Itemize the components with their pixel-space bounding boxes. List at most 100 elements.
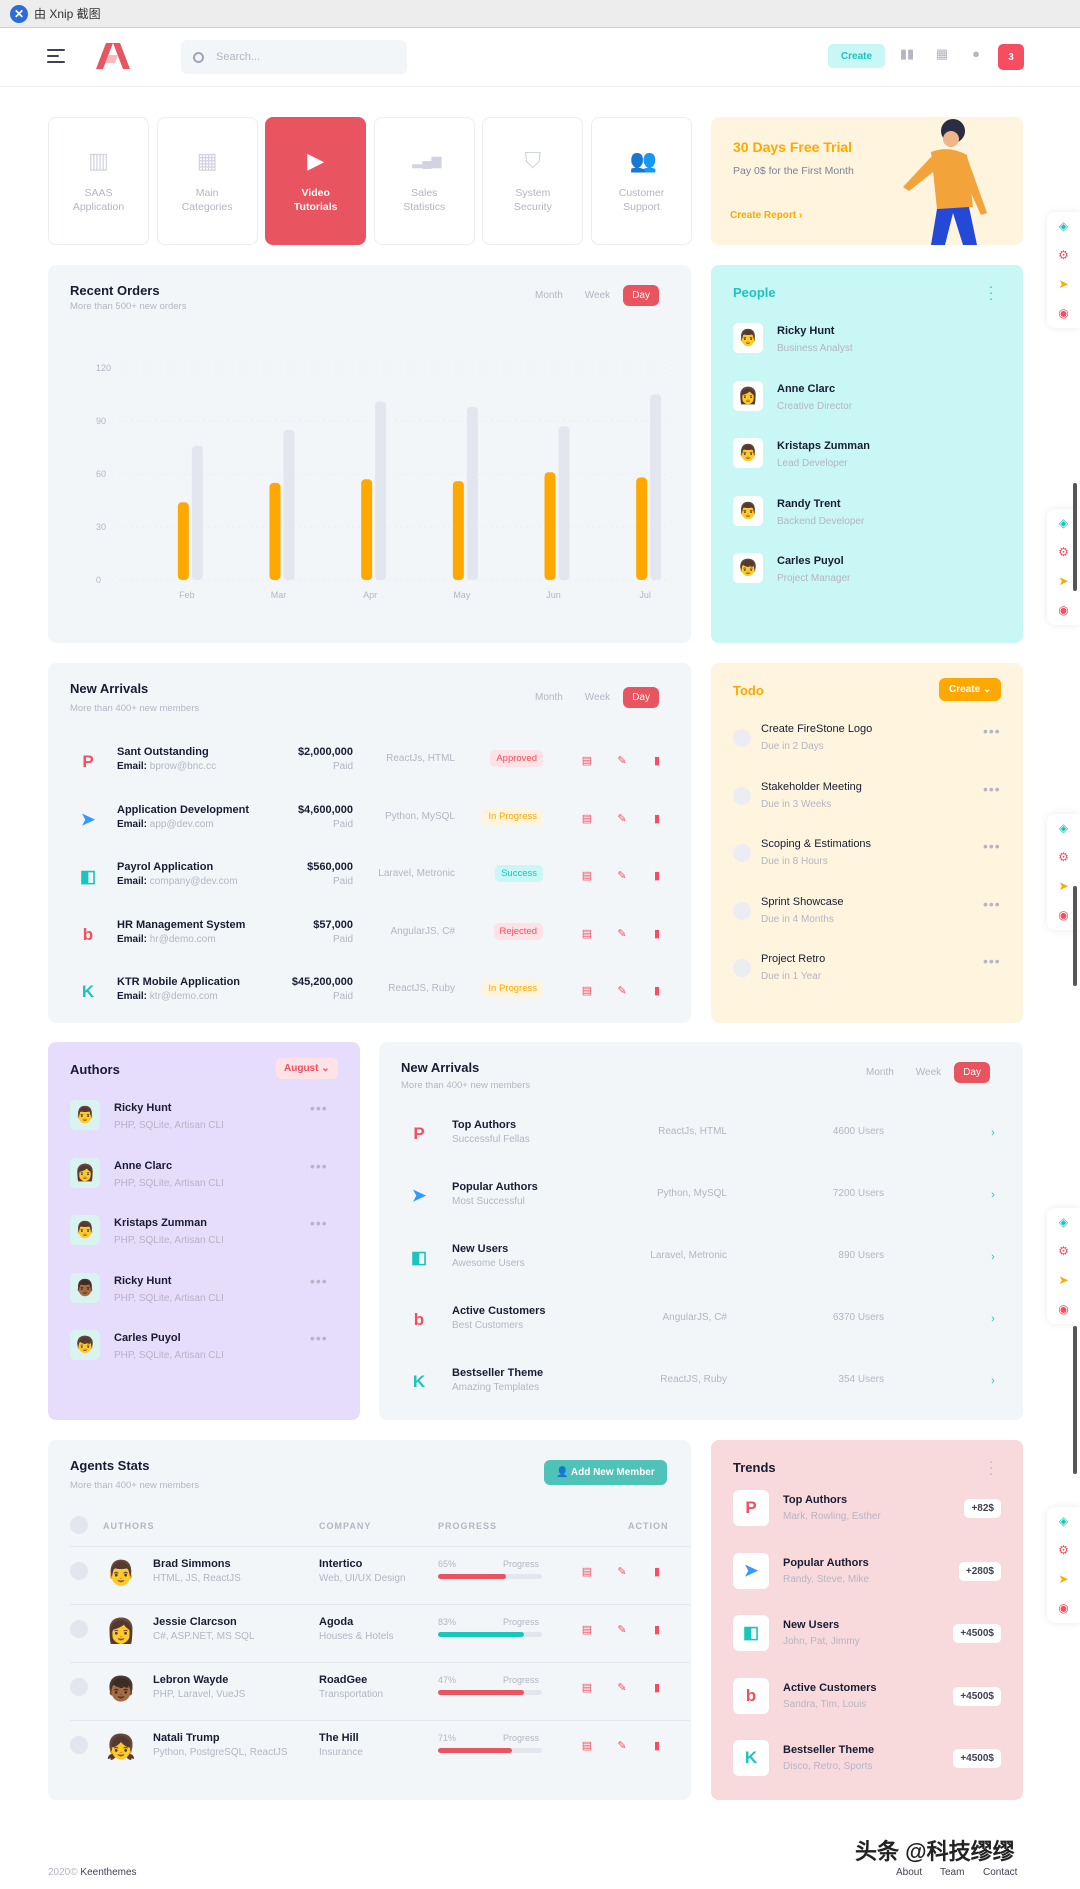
todo-more-icon[interactable]: ••• xyxy=(983,953,1001,969)
tab-week[interactable]: Week xyxy=(915,1067,942,1078)
tab-month[interactable]: Month xyxy=(535,290,563,301)
category-name[interactable]: Active Customers xyxy=(452,1305,546,1317)
chat-icon[interactable]: ◉ xyxy=(1058,1302,1069,1316)
tab-month[interactable]: Month xyxy=(535,692,563,703)
chevron-right-icon[interactable]: › xyxy=(991,1127,995,1139)
person-item[interactable]: 👨 Ricky Hunt Business Analyst xyxy=(733,323,993,363)
category-tile[interactable]: ▦ Main Categories xyxy=(156,117,258,245)
agent-name[interactable]: Lebron Wayde xyxy=(153,1674,229,1686)
category-tile[interactable]: ▥ SAAS Application xyxy=(48,117,149,245)
trend-name[interactable]: Active Customers xyxy=(783,1681,877,1694)
edit-icon[interactable]: ✎ xyxy=(617,755,627,767)
scrollbar-thumb[interactable] xyxy=(1073,886,1077,986)
settings-icon[interactable]: ⚙ xyxy=(1058,850,1069,864)
person-item[interactable]: 👦 Carles Puyol Project Manager xyxy=(733,553,993,593)
settings-icon[interactable]: ⚙ xyxy=(1058,248,1069,262)
edit-icon[interactable]: ✎ xyxy=(617,1566,627,1578)
settings-icon[interactable]: ⚙ xyxy=(1058,1244,1069,1258)
view-icon[interactable]: ▤ xyxy=(581,1566,593,1578)
author-item[interactable]: 👦 Carles Puyol PHP, SQLite, Artisan CLI ••• xyxy=(70,1330,330,1370)
scrollbar-thumb[interactable] xyxy=(1073,483,1077,591)
layers-icon[interactable]: ◈ xyxy=(1058,219,1069,233)
trend-name[interactable]: New Users xyxy=(783,1619,840,1631)
category-tile[interactable]: ▶ Video Tutorials xyxy=(265,117,367,245)
row-checkbox[interactable] xyxy=(70,1736,88,1754)
chat-icon[interactable]: ◉ xyxy=(1058,603,1069,617)
category-tile[interactable]: ▂▄▆ Sales Statistics xyxy=(373,117,475,245)
tab-week[interactable]: Week xyxy=(584,290,611,301)
author-item[interactable]: 👨🏾 Ricky Hunt PHP, SQLite, Artisan CLI ••• xyxy=(70,1272,330,1313)
send-icon[interactable]: ➤ xyxy=(1058,1273,1069,1287)
trend-name[interactable]: Bestseller Theme xyxy=(783,1744,875,1756)
chevron-right-icon[interactable]: › xyxy=(991,1313,995,1325)
row-checkbox[interactable] xyxy=(70,1562,88,1580)
people-menu-icon[interactable]: · · · xyxy=(988,278,994,306)
project-name[interactable]: Payrol Application xyxy=(117,861,214,873)
footer-brand-link[interactable]: Keenthemes xyxy=(80,1867,137,1878)
search-box[interactable]: Search... xyxy=(181,40,407,74)
edit-icon[interactable]: ✎ xyxy=(617,812,627,825)
person-item[interactable]: 👨 Kristaps Zumman Lead Developer xyxy=(733,438,993,478)
edit-icon[interactable]: ✎ xyxy=(617,985,627,997)
edit-icon[interactable]: ✎ xyxy=(617,927,627,940)
author-more-icon[interactable]: ••• xyxy=(310,1215,328,1231)
send-icon[interactable]: ➤ xyxy=(1058,1572,1069,1586)
project-name[interactable]: Application Development xyxy=(117,803,250,816)
tab-month[interactable]: Month xyxy=(866,1067,894,1078)
add-new-member-button[interactable]: 👤 Add New Member xyxy=(544,1460,667,1485)
delete-icon[interactable]: ▮ xyxy=(653,927,661,940)
chat-icon[interactable]: ◉ xyxy=(1058,306,1069,320)
chat-icon[interactable]: ◉ xyxy=(1058,1601,1069,1615)
menu-toggle-icon[interactable] xyxy=(47,49,65,63)
category-name[interactable]: Popular Authors xyxy=(452,1181,538,1193)
delete-icon[interactable]: ▮ xyxy=(653,812,661,825)
todo-create-button[interactable]: Create ⌄ xyxy=(939,678,1002,701)
category-tile[interactable]: 👥 Customer Support xyxy=(591,117,692,245)
delete-icon[interactable]: ▮ xyxy=(653,1624,661,1636)
layers-icon[interactable]: ◈ xyxy=(1058,1514,1069,1528)
agent-name[interactable]: Jessie Clarcson xyxy=(153,1616,237,1628)
author-more-icon[interactable]: ••• xyxy=(310,1157,328,1174)
tab-day[interactable]: Day xyxy=(623,285,659,306)
create-button[interactable]: Create xyxy=(828,44,885,68)
stats-icon[interactable]: ▮▮ xyxy=(899,46,915,61)
delete-icon[interactable]: ▮ xyxy=(653,1682,661,1694)
chevron-right-icon[interactable]: › xyxy=(991,1189,995,1201)
view-icon[interactable]: ▤ xyxy=(581,927,593,940)
delete-icon[interactable]: ▮ xyxy=(653,1566,661,1578)
author-more-icon[interactable]: ••• xyxy=(310,1330,328,1346)
agent-name[interactable]: Natali Trump xyxy=(153,1732,220,1744)
view-icon[interactable]: ▤ xyxy=(581,1740,593,1752)
author-more-icon[interactable]: ••• xyxy=(310,1100,328,1116)
tab-day[interactable]: Day xyxy=(623,687,659,708)
author-item[interactable]: 👨 Kristaps Zumman PHP, SQLite, Artisan CLI… xyxy=(70,1215,330,1255)
todo-checkbox[interactable] xyxy=(733,844,751,862)
project-name[interactable]: KTR Mobile Application xyxy=(117,976,241,988)
send-icon[interactable]: ➤ xyxy=(1058,879,1069,893)
delete-icon[interactable]: ▮ xyxy=(653,985,661,997)
settings-icon[interactable]: ⚙ xyxy=(1058,1543,1069,1557)
create-report-link[interactable]: Create Report › xyxy=(730,210,803,221)
search-input[interactable]: Search... xyxy=(216,51,261,63)
edit-icon[interactable]: ✎ xyxy=(617,1740,627,1752)
trend-name[interactable]: Top Authors xyxy=(783,1494,848,1506)
row-checkbox[interactable] xyxy=(70,1620,88,1638)
edit-icon[interactable]: ✎ xyxy=(617,1682,627,1694)
delete-icon[interactable]: ▮ xyxy=(653,755,661,767)
view-icon[interactable]: ▤ xyxy=(581,812,593,825)
delete-icon[interactable]: ▮ xyxy=(653,870,661,882)
layers-icon[interactable]: ◈ xyxy=(1058,1215,1069,1229)
footer-contact-link[interactable]: Contact xyxy=(983,1867,1018,1878)
person-item[interactable]: 👩 Anne Clarc Creative Director xyxy=(733,380,993,421)
view-icon[interactable]: ▤ xyxy=(581,1682,593,1694)
send-icon[interactable]: ➤ xyxy=(1058,277,1069,291)
footer-team-link[interactable]: Team xyxy=(940,1867,965,1878)
author-item[interactable]: 👨 Ricky Hunt PHP, SQLite, Artisan CLI ••• xyxy=(70,1100,330,1140)
tab-day[interactable]: Day xyxy=(954,1062,990,1083)
delete-icon[interactable]: ▮ xyxy=(653,1740,661,1752)
settings-icon[interactable]: ⚙ xyxy=(1058,545,1069,559)
trends-menu-icon[interactable]: · · · xyxy=(988,1453,994,1481)
category-name[interactable]: Bestseller Theme xyxy=(452,1367,544,1379)
view-icon[interactable]: ▤ xyxy=(581,1624,593,1636)
trend-name[interactable]: Popular Authors xyxy=(783,1556,869,1569)
